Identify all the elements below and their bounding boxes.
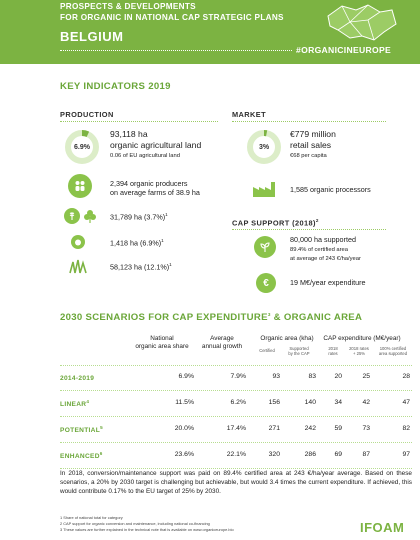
cell-certified: 156 (268, 399, 280, 406)
cell-2018: 69 (334, 451, 342, 458)
cell-growth: 7.9% (230, 373, 247, 380)
sub-100-certified: 100% certified area supported (378, 346, 408, 357)
organic-producers: 2,394 organic producers (110, 179, 188, 188)
header-line-1: PROSPECTS & DEVELOPMENTS (60, 2, 196, 11)
header-line-2: FOR ORGANIC IN NATIONAL CAP STRATEGIC PL… (60, 13, 284, 22)
sub-certified: Certified (259, 348, 275, 353)
cell-2018-plus: 73 (362, 425, 370, 432)
farm-plant-icon (254, 236, 276, 258)
cap-support-divider (232, 229, 386, 230)
cell-2018-plus: 87 (362, 451, 370, 458)
organic-processors: 1,585 organic processors (290, 185, 371, 194)
cell-100: 82 (402, 425, 410, 432)
cap-average-rate: at average of 243 €/ha/year (290, 256, 361, 262)
retail-sales-label: retail sales (290, 140, 332, 150)
retail-share-ring: 3% (246, 129, 282, 165)
cell-100: 28 (402, 373, 410, 380)
row-divider (60, 416, 412, 417)
eu-share: 0.06 of EU agricultural land (110, 153, 180, 159)
organic-area-label: organic agricultural land (110, 140, 202, 150)
retail-sales: €779 million (290, 129, 336, 139)
table-row: 2014-2019 6.9% 7.9% 93 83 20 25 28 (0, 372, 420, 398)
col-share-header: National organic area share (135, 335, 189, 350)
footnote-3: 3 These values are further explained in … (60, 527, 234, 532)
grass-icon (68, 258, 88, 274)
arable-land: 31,789 ha (3.7%)1 (110, 212, 168, 222)
cell-2018: 34 (334, 399, 342, 406)
row-label: ENHANCED6 (60, 451, 103, 461)
col-cap-header: CAP expenditure (M€/year) (323, 335, 401, 342)
factory-icon (252, 180, 278, 198)
table-top-line (60, 365, 412, 366)
cell-share: 20.0% (174, 425, 194, 432)
row-divider (60, 442, 412, 443)
cell-supported: 242 (304, 425, 316, 432)
map-icon (327, 4, 397, 41)
cap-certified-share: 89.4% of certified area (290, 247, 349, 253)
cell-certified: 271 (268, 425, 280, 432)
production-heading: PRODUCTION (60, 110, 114, 119)
cell-2018: 59 (334, 425, 342, 432)
row-label: POTENTIAL5 (60, 425, 103, 435)
cell-share: 11.5% (175, 399, 194, 406)
summary-paragraph: In 2018, conversion/maintenance support … (60, 470, 412, 495)
row-label: 2014-2019 (60, 375, 95, 383)
scenarios-title: 2030 SCENARIOS FOR CAP EXPENDITURE3 & OR… (60, 312, 363, 324)
sub-2018-rates-plus: 2018 rates + 25% (349, 346, 369, 357)
cell-supported: 83 (308, 373, 316, 380)
market-divider (232, 121, 386, 122)
cell-supported: 140 (304, 399, 316, 406)
ifoam-logo: IFOAM (360, 520, 405, 535)
table-row: LINEAR4 11.5% 6.2% 156 140 34 42 47 (0, 398, 420, 424)
permanent-grassland: 58,123 ha (12.1%)1 (110, 262, 172, 272)
cell-share: 6.9% (178, 373, 195, 380)
cap-supported-area: 80,000 ha supported (290, 235, 356, 244)
footnote-1: 1 Share of national total for category (60, 515, 123, 520)
cell-2018-plus: 42 (362, 399, 370, 406)
market-heading: MARKET (232, 110, 267, 119)
hashtag: #ORGANICINEUROPE (296, 45, 392, 55)
table-row: ENHANCED6 23.6% 22.1% 320 286 69 87 97 (0, 450, 420, 476)
organic-land-ring: 6.9% (64, 129, 100, 165)
table-row: POTENTIAL5 20.0% 17.4% 271 242 59 73 82 (0, 424, 420, 450)
row-label: LINEAR4 (60, 399, 90, 409)
col-area-header: Organic area (kha) (260, 335, 314, 342)
cell-2018-plus: 25 (362, 373, 370, 380)
cell-certified: 93 (272, 373, 280, 380)
farmers-icon (68, 174, 92, 198)
cell-growth: 17.4% (226, 425, 246, 432)
wheat-icon (64, 208, 80, 224)
cell-supported: 286 (304, 451, 316, 458)
euro-icon: € (256, 273, 276, 293)
production-divider (60, 121, 218, 122)
cell-100: 47 (402, 399, 410, 406)
cell-growth: 22.1% (226, 451, 246, 458)
cell-growth: 6.2% (230, 399, 247, 406)
country-title: BELGIUM (60, 29, 124, 44)
leaf-icon (82, 208, 98, 224)
row-divider (60, 390, 412, 391)
cell-100: 97 (402, 451, 410, 458)
organic-land-ring-label: 6.9% (74, 143, 90, 151)
cell-2018: 20 (334, 373, 342, 380)
permanent-crops: 1,418 ha (6.9%)1 (110, 238, 164, 248)
apple-icon (71, 235, 85, 249)
retail-share-ring-label: 3% (258, 143, 270, 151)
organic-area: 93,118 ha (110, 129, 148, 139)
header-divider (60, 50, 292, 51)
cap-support-heading: CAP SUPPORT (2018)2 (232, 218, 319, 228)
footnote-2: 2 CAP support for organic conversion and… (60, 521, 210, 526)
sub-supported: Supported by the CAP (288, 346, 310, 357)
key-indicators-title: KEY INDICATORS 2019 (60, 81, 171, 92)
cell-share: 23.6% (174, 451, 194, 458)
cell-certified: 320 (268, 451, 280, 458)
cap-expenditure: 19 M€/year expenditure (290, 278, 366, 287)
per-capita: €68 per capita (290, 153, 327, 159)
average-farm-size: on average farms of 38.9 ha (110, 188, 200, 197)
col-growth-header: Average annual growth (201, 335, 243, 350)
row-divider (60, 468, 412, 469)
sub-2018-rates: 2018 rates (328, 346, 338, 357)
